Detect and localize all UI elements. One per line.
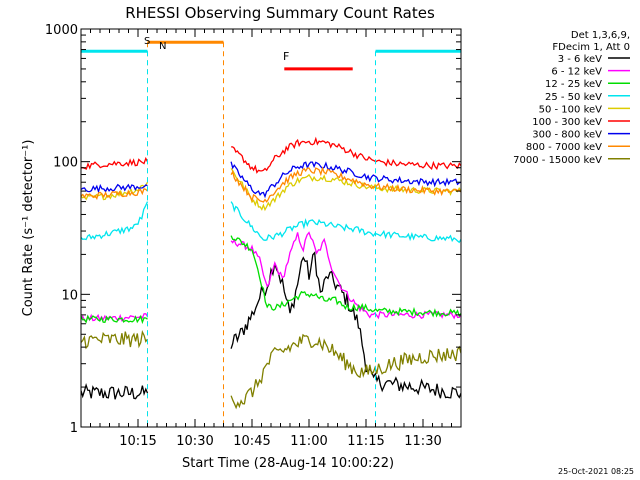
series-line-5-0 — [81, 156, 149, 170]
legend-label-0: 3 - 6 keV — [558, 54, 602, 65]
y-tick-label-0: 1 — [70, 421, 78, 436]
legend-label-4: 50 - 100 keV — [539, 104, 603, 115]
chart-title: RHESSI Observing Summary Count Rates — [125, 4, 435, 22]
series-line-6-1 — [230, 161, 461, 199]
axis-ticks: 10:15 10:30 10:45 11:00 11:15 11:30 1 10 100 1000 — [45, 23, 462, 449]
series-line-8-0 — [81, 330, 149, 350]
series-line-1-1 — [230, 231, 461, 320]
legend-label-6: 300 - 800 keV — [532, 130, 602, 141]
series-line-5-1 — [231, 136, 461, 174]
series-line-0-0 — [81, 383, 149, 400]
series-layer — [81, 136, 461, 410]
x-axis-label: Start Time (28-Aug-14 10:00:22) — [182, 456, 394, 471]
y-tick-label-1: 10 — [61, 288, 78, 303]
series-6 — [81, 161, 461, 199]
legend: Det 1,3,6,9,FDecim 1, Att 03 - 6 keV 6 - … — [513, 30, 630, 166]
x-tick-label-1: 10:30 — [176, 434, 213, 449]
state-label-n: N — [159, 41, 166, 52]
y-tick-label-3: 1000 — [45, 23, 78, 38]
series-line-6-0 — [81, 183, 148, 194]
x-tick-label-3: 11:00 — [290, 434, 327, 449]
series-line-3-0 — [81, 201, 149, 241]
legend-label-2: 12 - 25 keV — [545, 79, 602, 90]
series-8 — [81, 330, 461, 410]
series-line-8-1 — [230, 333, 461, 410]
series-line-7-1 — [230, 166, 461, 203]
x-tick-label-5: 11:30 — [404, 434, 441, 449]
x-tick-label-4: 11:15 — [347, 434, 384, 449]
series-7 — [81, 166, 461, 203]
footer-timestamp: 25-Oct-2021 08:25 — [558, 467, 634, 476]
legend-label-1: 6 - 12 keV — [551, 67, 602, 78]
y-tick-label-2: 100 — [53, 156, 78, 171]
legend-header-1: FDecim 1, Att 0 — [552, 42, 630, 53]
series-line-3-1 — [230, 201, 461, 244]
series-line-7-0 — [81, 187, 148, 201]
legend-header-0: Det 1,3,6,9, — [571, 30, 630, 41]
legend-label-8: 7000 - 15000 keV — [513, 155, 602, 166]
state-label-s: S — [144, 36, 150, 47]
state-bars-layer — [81, 40, 461, 427]
series-line-2-1 — [230, 235, 461, 318]
series-3 — [81, 201, 461, 244]
y-axis-label: Count Rate (s⁻¹ detector⁻¹) — [21, 140, 36, 317]
legend-label-3: 25 - 50 keV — [545, 92, 602, 103]
legend-label-5: 100 - 300 keV — [532, 117, 602, 128]
x-tick-label-0: 10:15 — [119, 434, 156, 449]
series-2 — [81, 235, 461, 325]
state-label-f: F — [283, 50, 289, 63]
series-5 — [81, 136, 461, 174]
series-line-2-0 — [81, 314, 148, 325]
legend-label-7: 800 - 7000 keV — [526, 142, 602, 153]
x-tick-label-2: 10:45 — [233, 434, 270, 449]
